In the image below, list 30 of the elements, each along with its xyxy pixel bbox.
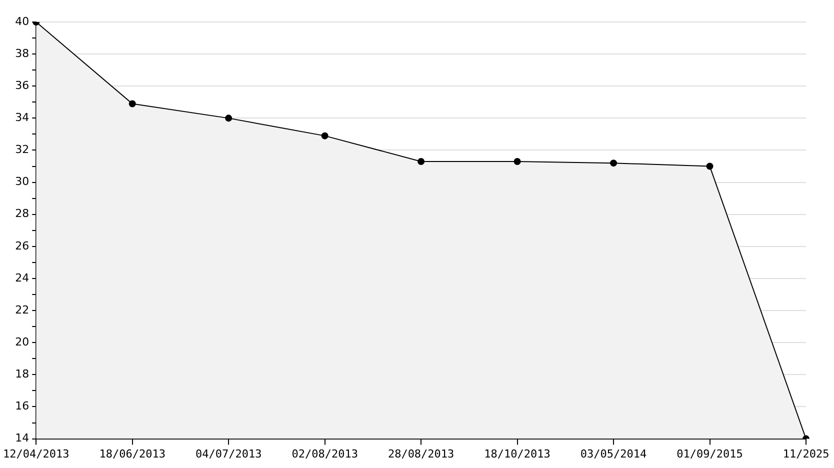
x-tick-label: 18/10/2013 [484,447,550,460]
x-tick-label: 02/08/2013 [292,447,358,460]
x-tick-label: 03/05/2014 [580,447,648,460]
point [225,114,232,122]
y-tick-label: 38 [15,46,30,60]
y-tick-label: 32 [15,143,30,156]
point [128,100,136,108]
y-tick-label: 22 [15,303,30,316]
y-tick-label: 26 [15,239,30,252]
y-tick-label: 24 [15,271,30,284]
y-tick-label: 40 [15,14,30,28]
x-tick-label: 12/04/2013 [2,447,70,460]
y-tick-label: 20 [15,335,30,348]
x-tick-label: 28/08/2013 [388,447,454,460]
x-tick-label: 01/09/2015 [676,447,743,460]
point [610,160,618,167]
y-tick-label: 34 [15,111,30,124]
point [514,158,521,165]
y-tick-label: 30 [15,175,30,188]
y-tick-label: 28 [15,207,30,220]
x-tick-label: 04/07/2013 [195,447,262,460]
point [418,158,425,165]
point [321,132,328,140]
point [706,162,714,170]
y-tick-label: 16 [15,400,30,413]
x-tick-label: 18/06/2013 [99,447,166,460]
y-tick-label: 14 [15,432,30,445]
y-tick-label: 18 [15,368,30,381]
y-tick-label: 36 [15,78,30,92]
x-tick-label: 11/2025 [782,447,830,460]
